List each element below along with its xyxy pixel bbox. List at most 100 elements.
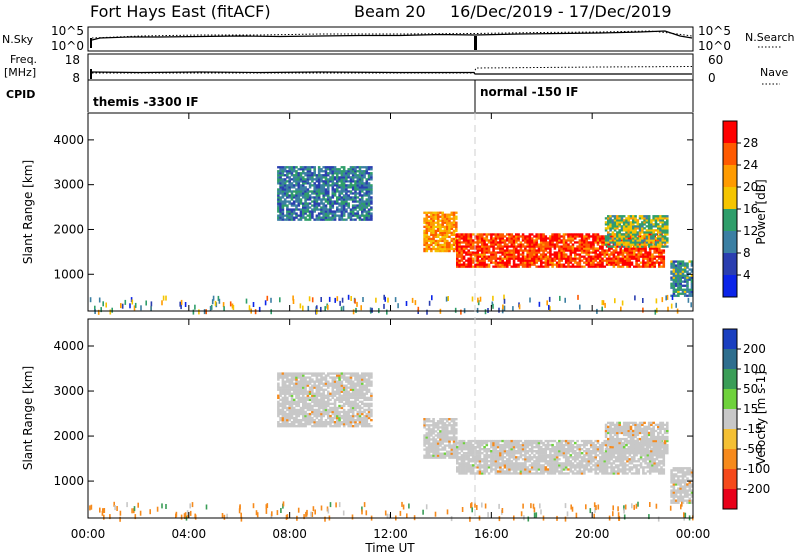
heatmap-cell-0-0 — [290, 218, 294, 221]
heatmap-cell-0-1 — [450, 239, 454, 243]
heatmap-cell-0-2 — [660, 255, 663, 258]
heatmap-cell-0-0 — [286, 196, 289, 199]
heatmap-cell-1-0 — [279, 410, 282, 414]
heatmap-cell-1-2 — [503, 466, 507, 469]
heatmap-cell-0-2 — [555, 257, 559, 260]
heatmap-cell-0-0 — [320, 184, 323, 187]
heatmap-cell-1-2 — [469, 458, 473, 461]
heatmap-cell-0-2 — [460, 255, 464, 258]
heatmap-cell-1-0 — [347, 404, 350, 408]
y-tick-label: 3000 — [53, 178, 84, 192]
heatmap-cell-0-0 — [347, 194, 350, 197]
heatmap-cell-0-2 — [560, 257, 563, 260]
heatmap-cell-1-0 — [304, 423, 307, 426]
heatmap-cell-1-0 — [354, 382, 357, 385]
heatmap-cell-1-0 — [290, 423, 294, 426]
heatmap-cell-0-2 — [574, 255, 577, 258]
heatmap-cell-1-2 — [551, 464, 554, 467]
heatmap-cell-0-3 — [629, 223, 633, 226]
heatmap-cell-1-0 — [358, 380, 362, 383]
heatmap-cell-0-2 — [474, 241, 477, 244]
speckle-0 — [503, 294, 505, 300]
heatmap-cell-0-2 — [569, 247, 573, 250]
heatmap-cell-0-2 — [478, 235, 482, 238]
heatmap-cell-1-0 — [308, 386, 312, 389]
heatmap-cell-0-2 — [528, 251, 532, 254]
heatmap-cell-0-2 — [621, 249, 625, 252]
speckle-0 — [340, 306, 343, 312]
heatmap-cell-0-2 — [494, 265, 498, 268]
heatmap-cell-0-2 — [628, 255, 632, 258]
heatmap-cell-0-1 — [436, 225, 440, 229]
heatmap-cell-0-2 — [481, 237, 484, 240]
heatmap-cell-1-0 — [345, 396, 348, 400]
heatmap-cell-1-2 — [456, 452, 459, 455]
heatmap-cell-0-3 — [638, 233, 642, 236]
heatmap-cell-0-0 — [356, 180, 360, 183]
heatmap-cell-0-0 — [333, 192, 337, 195]
speckle-0 — [341, 297, 344, 303]
heatmap-cell-1-1 — [452, 418, 456, 421]
heatmap-cell-0-1 — [446, 241, 449, 245]
heatmap-cell-1-1 — [452, 430, 456, 433]
heatmap-cell-0-2 — [605, 253, 609, 256]
heatmap-cell-0-2 — [510, 251, 514, 254]
heatmap-cell-1-0 — [331, 378, 335, 381]
heatmap-cell-0-0 — [347, 204, 350, 207]
heatmap-cell-1-1 — [443, 430, 447, 433]
heatmap-cell-0-2 — [551, 233, 554, 236]
heatmap-cell-0-2 — [519, 245, 523, 248]
heatmap-cell-0-2 — [537, 237, 541, 240]
heatmap-cell-1-2 — [537, 450, 541, 453]
heatmap-cell-0-2 — [512, 261, 516, 264]
heatmap-cell-0-0 — [365, 172, 369, 175]
heatmap-cell-1-2 — [483, 464, 486, 467]
heatmap-cell-1-2 — [512, 446, 516, 449]
heatmap-cell-0-0 — [306, 180, 310, 183]
heatmap-cell-0-2 — [476, 245, 480, 248]
heatmap-cell-0-0 — [281, 180, 285, 183]
heatmap-cell-0-1 — [436, 221, 440, 224]
heatmap-cell-1-0 — [336, 380, 339, 383]
heatmap-cell-1-1 — [434, 430, 438, 433]
heatmap-cell-0-2 — [642, 261, 645, 264]
heatmap-cell-1-1 — [430, 420, 433, 423]
heatmap-cell-0-2 — [614, 259, 618, 262]
heatmap-cell-1-0 — [358, 421, 362, 424]
heatmap-cell-1-0 — [322, 388, 325, 391]
heatmap-cell-0-3 — [620, 225, 624, 228]
heatmap-cell-0-0 — [299, 192, 303, 195]
heatmap-cell-0-2 — [487, 241, 491, 244]
heatmap-cell-1-2 — [499, 470, 502, 473]
heatmap-cell-1-0 — [299, 386, 303, 389]
heatmap-cell-0-0 — [281, 216, 285, 219]
heatmap-cell-0-2 — [496, 237, 500, 240]
heatmap-cell-0-0 — [347, 184, 350, 187]
heatmap-cell-1-2 — [535, 452, 538, 455]
heatmap-cell-0-3 — [609, 223, 612, 226]
heatmap-cell-0-0 — [322, 170, 325, 173]
heatmap-cell-0-0 — [361, 172, 364, 175]
heatmap-cell-0-0 — [365, 204, 369, 207]
heatmap-cell-1-0 — [308, 404, 312, 408]
heatmap-cell-0-1 — [423, 243, 426, 247]
heatmap-cell-1-2 — [533, 446, 536, 449]
heatmap-cell-0-0 — [358, 190, 362, 193]
heatmap-cell-1-1 — [441, 438, 444, 441]
heatmap-cell-0-2 — [635, 257, 638, 260]
heatmap-cell-1-0 — [306, 396, 310, 400]
heatmap-cell-1-0 — [290, 388, 294, 391]
heatmap-cell-1-1 — [441, 430, 444, 433]
heatmap-cell-1-0 — [365, 386, 369, 389]
heatmap-cell-0-4 — [690, 286, 694, 289]
heatmap-cell-1-0 — [336, 410, 339, 414]
heatmap-cell-1-0 — [304, 419, 307, 422]
heatmap-cell-0-2 — [644, 245, 647, 248]
heatmap-cell-0-0 — [299, 178, 303, 181]
heatmap-cell-1-0 — [295, 414, 298, 418]
heatmap-cell-1-0 — [338, 410, 341, 414]
heatmap-cell-1-2 — [458, 443, 461, 447]
heatmap-cell-1-0 — [315, 404, 319, 408]
heatmap-cell-0-3 — [607, 221, 610, 224]
heatmap-cell-0-2 — [533, 247, 536, 250]
